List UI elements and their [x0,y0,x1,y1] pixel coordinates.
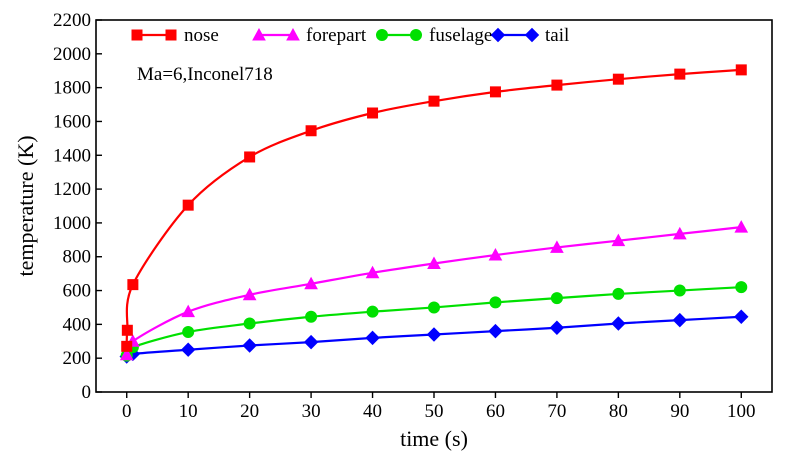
legend: nose forepart fuselage tail [131,25,569,46]
data-point-fuselage [612,287,625,300]
data-point-nose [735,64,747,76]
y-axis: 0 200 400 600 800 1000 1200 1400 1600 1800 2000 220… [53,10,102,403]
data-point-tail [303,334,319,350]
x-axis-title: time (s) [400,426,468,451]
data-point-forepart [304,276,318,290]
data-point-tail [426,327,442,342]
x-tick-label: 80 [609,401,628,422]
series-tail [119,309,749,364]
legend-marker [131,29,143,41]
x-tick-label: 60 [486,401,505,422]
x-axis: 0 10 20 30 40 50 60 70 80 90 100 [122,392,756,422]
data-point-forepart [672,226,687,240]
y-tick-label: 0 [82,382,92,403]
data-point-forepart [550,240,564,253]
legend-label: fuselage [429,25,492,46]
legend-label: forepart [306,25,367,46]
legend-marker [165,29,177,41]
y-tick-label: 2000 [53,44,91,65]
y-tick-label: 600 [63,281,92,302]
y-tick-label: 200 [63,348,92,369]
data-point-nose [428,95,440,107]
data-point-fuselage [428,301,440,314]
data-point-tail [611,316,626,331]
legend-marker [524,27,540,43]
y-tick-label: 800 [63,247,92,268]
data-point-tail [549,320,565,335]
data-point-fuselage [489,296,502,309]
series-layer [119,64,749,364]
data-point-tail [672,312,688,328]
legend-marker [252,27,266,41]
data-point-fuselage [550,292,563,305]
x-tick-label: 70 [547,401,566,422]
data-point-nose [182,199,194,211]
data-point-fuselage [673,284,686,297]
data-point-tail [365,330,380,346]
y-axis-title: temperature (K) [13,135,38,276]
data-point-tail [488,323,503,339]
data-point-nose [127,279,139,291]
x-tick-label: 10 [179,401,198,422]
data-point-fuselage [243,317,256,330]
data-point-fuselage [305,310,318,323]
legend-item-nose: nose [131,25,219,46]
data-point-nose [367,107,379,119]
data-point-nose [674,68,686,80]
x-tick-label: 30 [302,401,321,422]
x-tick-label: 100 [727,401,756,422]
x-tick-label: 20 [240,401,259,422]
data-point-forepart [119,347,134,361]
series-nose [121,64,747,352]
y-tick-label: 1800 [53,78,91,99]
data-point-forepart [365,265,380,279]
legend-item-fuselage: fuselage [376,25,492,46]
data-point-forepart [242,287,257,301]
series-forepart [119,220,749,361]
y-tick-label: 400 [63,314,92,335]
data-point-nose [489,86,501,98]
y-tick-label: 1400 [53,145,91,166]
data-point-nose [121,340,133,352]
data-point-nose [551,79,563,91]
legend-marker [376,29,388,41]
legend-marker [490,27,506,43]
legend-item-forepart: forepart [252,25,367,46]
annotation-text: Ma=6,Inconel718 [137,64,273,85]
legend-label: nose [184,25,219,46]
legend-label: tail [545,25,569,46]
x-tick-label: 50 [425,401,444,422]
series-fuselage [120,281,748,362]
x-tick-label: 40 [363,401,382,422]
data-point-tail [734,309,749,324]
data-point-nose [121,324,133,336]
data-point-nose [305,125,317,137]
legend-item-tail: tail [490,25,569,46]
legend-marker [286,27,300,41]
data-point-tail [242,338,257,353]
data-point-tail [180,342,196,357]
data-point-fuselage [735,281,748,294]
data-point-forepart [427,256,441,269]
data-point-forepart [181,304,196,318]
data-point-forepart [611,233,626,247]
data-point-forepart [734,220,749,233]
y-tick-label: 1200 [53,179,91,200]
data-point-nose [612,73,624,85]
y-tick-label: 1000 [53,213,91,234]
data-point-fuselage [182,325,195,338]
x-tick-label: 90 [670,401,689,422]
data-point-fuselage [366,305,379,318]
data-point-nose [244,151,256,163]
x-tick-label: 0 [122,401,132,422]
y-tick-label: 1600 [53,111,91,132]
y-tick-label: 2200 [53,10,91,31]
legend-marker [410,29,422,41]
data-point-forepart [488,247,503,261]
